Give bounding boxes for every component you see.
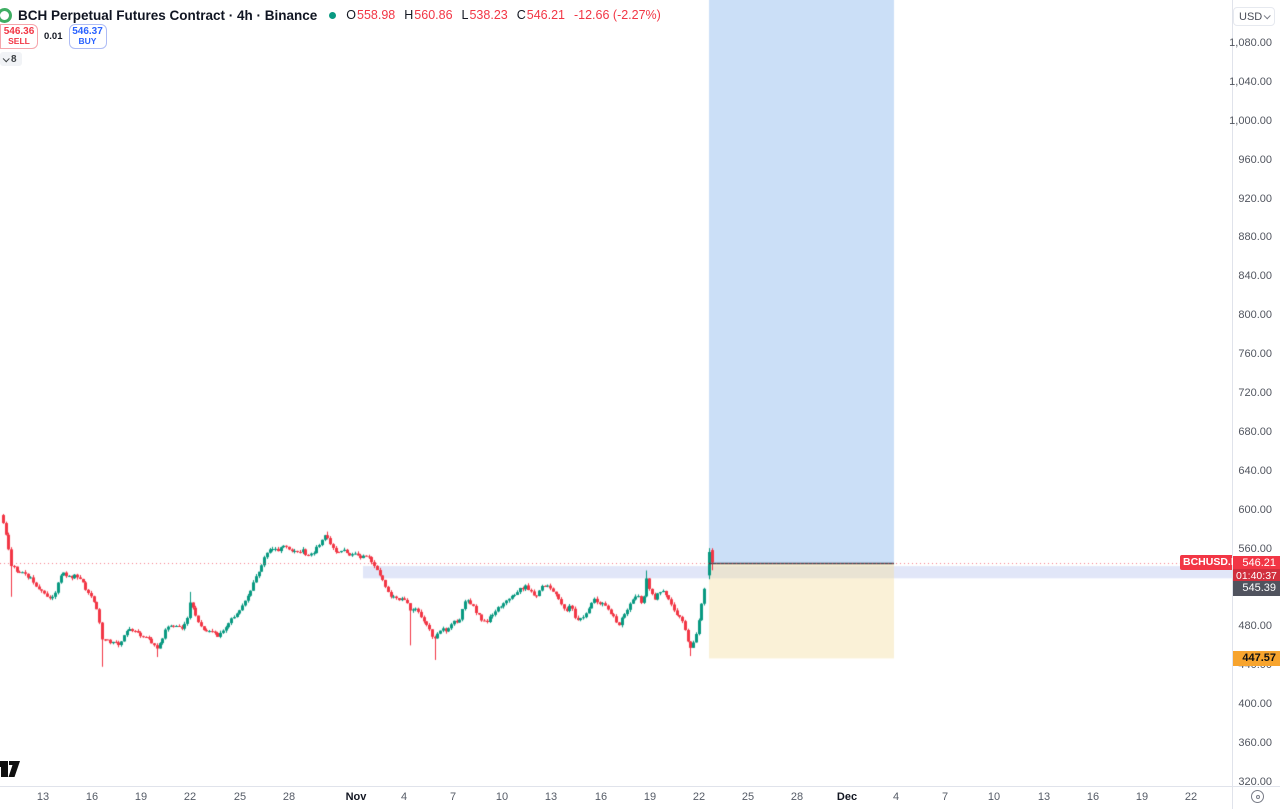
- price-tick-label: 640.00: [1238, 464, 1272, 477]
- time-tick-label: 16: [1086, 791, 1100, 803]
- current-price-tag: 546.21: [1233, 556, 1280, 571]
- chart-legend: BCH Perpetual Futures Contract · 4h · Bi…: [0, 5, 661, 25]
- time-tick-label: 19: [643, 791, 657, 803]
- time-axis[interactable]: 13 16 19 22 25 28 Nov 4 7 10 13 16 19 22 25 28 Dec 4 7 10 13…: [0, 787, 1232, 809]
- time-tick-label: 25: [741, 791, 755, 803]
- time-tick-label: Dec: [836, 791, 858, 803]
- time-tick-label: 13: [544, 791, 558, 803]
- currency-selector[interactable]: USD: [1233, 7, 1275, 26]
- price-tick-label: 600.00: [1238, 503, 1272, 516]
- time-tick-label: 19: [1135, 791, 1149, 803]
- price-tick-label: 560.00: [1238, 542, 1272, 555]
- price-tick-label: 360.00: [1238, 737, 1272, 750]
- time-tick-label: 7: [941, 791, 949, 803]
- scale-settings-icon[interactable]: [1251, 790, 1264, 803]
- time-tick-label: 16: [594, 791, 608, 803]
- time-tick-label: 7: [449, 791, 457, 803]
- time-tick-label: 10: [987, 791, 1001, 803]
- price-tick-label: 320.00: [1238, 776, 1272, 788]
- entry-price-tag: 545.39: [1233, 581, 1280, 596]
- price-tick-label: 480.00: [1238, 620, 1272, 633]
- price-tick-label: 800.00: [1238, 309, 1272, 322]
- sell-button[interactable]: 546.36 SELL: [0, 24, 38, 49]
- time-tick-label: 16: [85, 791, 99, 803]
- bch-coin-icon: [0, 7, 12, 23]
- price-tick-label: 1,040.00: [1229, 75, 1272, 88]
- price-tick-label: 1,080.00: [1229, 36, 1272, 49]
- time-tick-label: Nov: [345, 791, 367, 803]
- ohlc-values: O558.98 H560.86 L538.23 C546.21: [346, 8, 565, 22]
- stop-price-tag: 447.57: [1233, 650, 1280, 666]
- time-tick-label: 19: [134, 791, 148, 803]
- symbol-price-tag: BCHUSD.P: [1180, 555, 1238, 570]
- time-tick-label: 22: [692, 791, 706, 803]
- candlestick-chart[interactable]: [0, 0, 1232, 786]
- buy-button[interactable]: 546.37 BUY: [68, 24, 107, 49]
- time-tick-label: 4: [892, 791, 900, 803]
- trade-panel: 546.36 SELL 0.01 546.37 BUY: [0, 24, 107, 49]
- spread-value: 0.01: [44, 31, 63, 42]
- symbol-title[interactable]: BCH Perpetual Futures Contract · 4h · Bi…: [18, 7, 318, 23]
- price-tick-label: 920.00: [1238, 192, 1272, 205]
- time-tick-label: 22: [1184, 791, 1198, 803]
- low-value: L538.23: [461, 8, 508, 22]
- time-tick-label: 28: [282, 791, 296, 803]
- time-tick-label: 28: [790, 791, 804, 803]
- time-tick-label: 13: [36, 791, 50, 803]
- time-tick-label: 25: [233, 791, 247, 803]
- price-axis[interactable]: 1,080.00 1,040.00 1,000.00 960.00 920.00 880.…: [1229, 0, 1280, 788]
- change-value: -12.66 (-2.27%): [573, 8, 661, 22]
- open-value: O558.98: [346, 8, 396, 22]
- indicators-collapse-badge[interactable]: 8: [0, 52, 22, 66]
- market-status-icon[interactable]: [329, 11, 337, 19]
- time-tick-label: 22: [183, 791, 197, 803]
- time-tick-label: 10: [495, 791, 509, 803]
- price-tick-label: 880.00: [1238, 231, 1272, 244]
- chevron-down-icon: [2, 54, 10, 62]
- time-tick-label: 13: [1037, 791, 1051, 803]
- price-axis-border: [1232, 0, 1233, 809]
- bar-countdown-tag: 01:40:37: [1233, 569, 1280, 583]
- close-value: C546.21: [516, 8, 565, 22]
- indicators-count: 8: [11, 53, 17, 65]
- time-tick-label: 4: [400, 791, 408, 803]
- price-tick-label: 680.00: [1238, 425, 1272, 438]
- price-tick-label: 760.00: [1238, 348, 1272, 361]
- high-value: H560.86: [404, 8, 453, 22]
- tradingview-logo[interactable]: [0, 759, 22, 779]
- time-axis-border: [0, 786, 1280, 787]
- price-tick-label: 400.00: [1238, 698, 1272, 711]
- price-tick-label: 720.00: [1238, 387, 1272, 399]
- price-tick-label: 840.00: [1238, 270, 1272, 283]
- currency-label: USD: [1239, 10, 1263, 23]
- price-tick-label: 1,000.00: [1229, 114, 1272, 127]
- price-tick-label: 960.00: [1238, 153, 1272, 166]
